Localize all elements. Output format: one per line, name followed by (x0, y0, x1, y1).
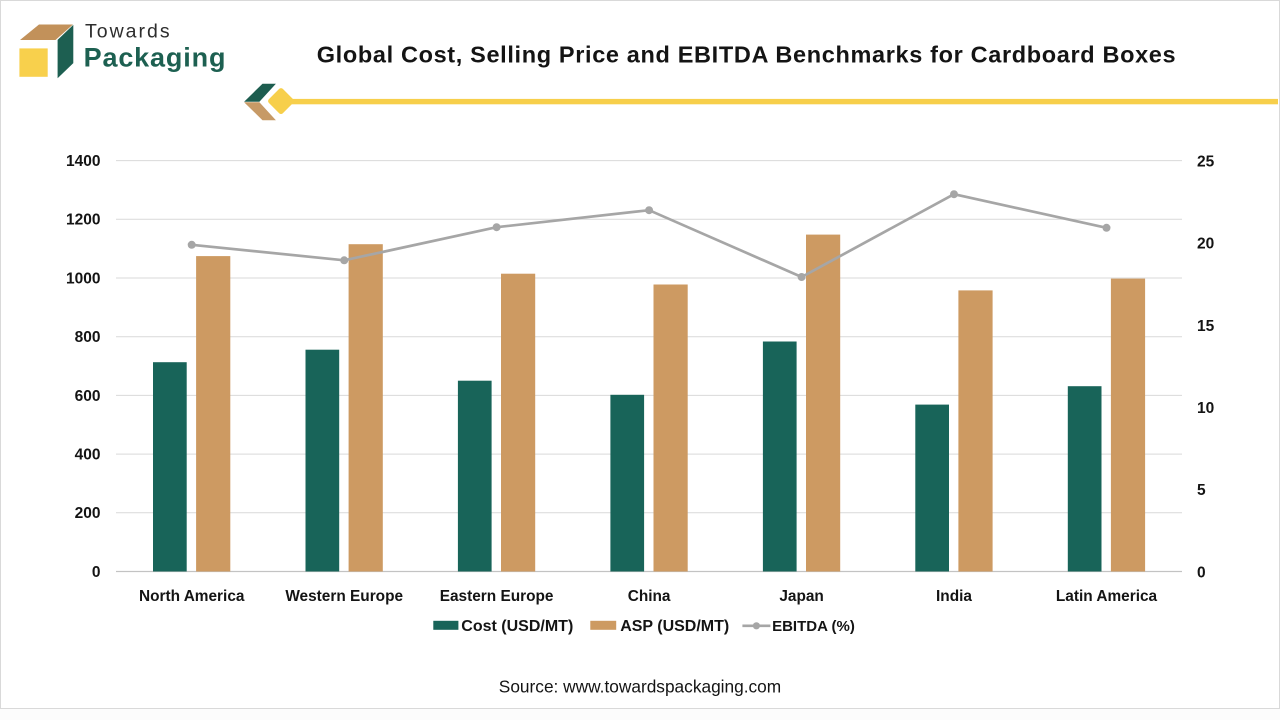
svg-text:India: India (936, 588, 972, 605)
svg-text:Global Cost, Selling Price and: Global Cost, Selling Price and EBITDA Be… (317, 42, 1176, 68)
svg-text:Towards: Towards (85, 21, 172, 43)
svg-text:Latin America: Latin America (1056, 588, 1158, 605)
svg-text:0: 0 (92, 564, 101, 581)
svg-text:600: 600 (75, 388, 101, 405)
svg-text:5: 5 (1197, 482, 1206, 499)
svg-text:Source: www.towardspackaging.c: Source: www.towardspackaging.com (499, 677, 781, 697)
svg-text:200: 200 (75, 505, 101, 522)
svg-text:15: 15 (1197, 318, 1215, 335)
svg-text:China: China (628, 588, 671, 605)
svg-text:1400: 1400 (66, 153, 100, 170)
svg-text:EBITDA (%): EBITDA (%) (772, 618, 855, 635)
svg-text:10: 10 (1197, 400, 1214, 417)
svg-text:ASP (USD/MT): ASP (USD/MT) (620, 618, 729, 635)
svg-text:Cost (USD/MT): Cost (USD/MT) (461, 618, 573, 635)
svg-text:1000: 1000 (66, 270, 100, 287)
svg-text:Eastern Europe: Eastern Europe (440, 588, 554, 605)
svg-text:400: 400 (75, 447, 101, 464)
svg-text:800: 800 (75, 329, 101, 346)
svg-text:Western Europe: Western Europe (285, 588, 403, 605)
svg-text:0: 0 (1197, 564, 1206, 581)
svg-text:20: 20 (1197, 236, 1214, 253)
svg-text:Japan: Japan (779, 588, 823, 605)
svg-text:25: 25 (1197, 153, 1215, 170)
svg-text:Packaging: Packaging (84, 42, 227, 72)
svg-text:North America: North America (139, 588, 245, 605)
svg-text:1200: 1200 (66, 212, 100, 229)
